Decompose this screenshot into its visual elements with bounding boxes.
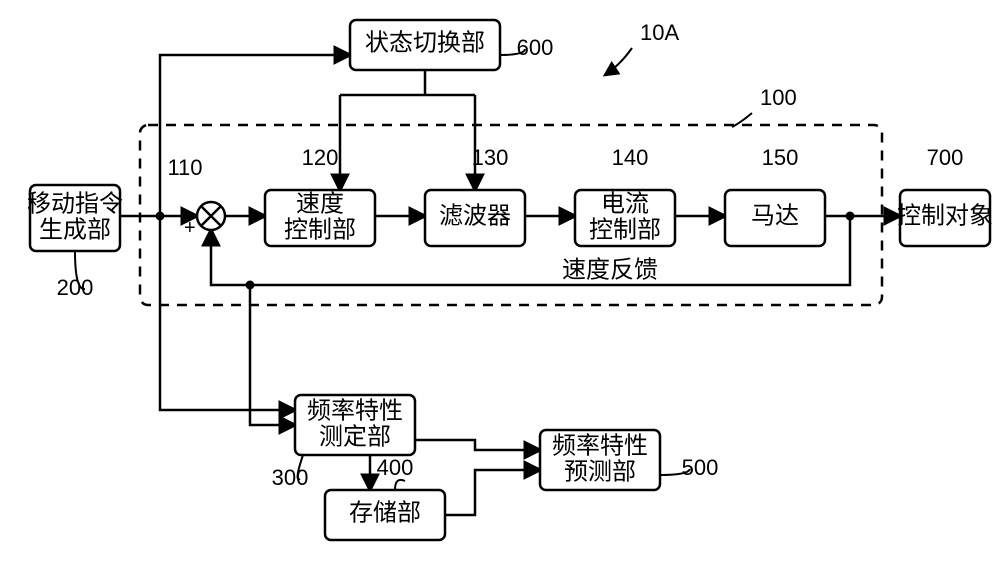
junction-dot-0 <box>156 212 165 221</box>
block-label: 存储部 <box>349 500 421 527</box>
block-b700: 控制对象 <box>897 190 993 246</box>
plus-sign: + <box>184 217 196 239</box>
junction-dot-1 <box>246 281 255 290</box>
block-label: 马达 <box>751 203 799 230</box>
summing-node-110: +− <box>184 202 225 253</box>
block-label: 控制对象 <box>897 203 993 230</box>
block-label-l2: 测定部 <box>319 424 391 451</box>
block-label-l2: 生成部 <box>39 217 111 244</box>
num-b400: 400 <box>377 455 414 480</box>
num-b150: 150 <box>762 145 799 170</box>
feedback-label: 速度反馈 <box>562 257 658 284</box>
wire-15 <box>415 440 540 450</box>
block-b600: 状态切换部 <box>350 20 500 70</box>
block-label: 状态切换部 <box>365 30 485 57</box>
num-b600: 600 <box>517 35 554 60</box>
block-label-l1: 速度 <box>296 191 344 218</box>
num-b120: 120 <box>302 145 339 170</box>
num-b700: 700 <box>927 145 964 170</box>
block-label-l1: 移动指令 <box>27 191 123 218</box>
block-label-l2: 控制部 <box>284 217 356 244</box>
num-b300: 300 <box>272 465 309 490</box>
block-b120: 速度控制部 <box>265 190 375 246</box>
num-b140: 140 <box>612 145 649 170</box>
num-110: 110 <box>167 155 202 180</box>
block-b150: 马达 <box>725 190 825 246</box>
control-system-diagram: 移动指令生成部状态切换部速度控制部滤波器电流控制部马达控制对象频率特性测定部存储… <box>0 0 1000 576</box>
num-b200: 200 <box>57 275 94 300</box>
label-10A: 10A <box>640 20 679 45</box>
junction-dot-2 <box>846 212 855 221</box>
block-b300: 频率特性测定部 <box>295 395 415 455</box>
block-b200: 移动指令生成部 <box>27 185 123 251</box>
minus-sign: − <box>206 231 218 253</box>
block-label-l1: 频率特性 <box>552 433 648 460</box>
block-b400: 存储部 <box>325 490 445 540</box>
num-b500: 500 <box>682 455 719 480</box>
num-b130: 130 <box>472 145 509 170</box>
block-label-l2: 控制部 <box>589 217 661 244</box>
block-label-l1: 频率特性 <box>307 398 403 425</box>
block-label: 滤波器 <box>439 203 511 230</box>
wire-16 <box>445 470 540 515</box>
block-label-l1: 电流 <box>601 191 649 218</box>
label-100: 100 <box>760 85 797 110</box>
block-b140: 电流控制部 <box>575 190 675 246</box>
block-b500: 频率特性预测部 <box>540 430 660 490</box>
block-b130: 滤波器 <box>425 190 525 246</box>
block-label-l2: 预测部 <box>564 459 636 486</box>
